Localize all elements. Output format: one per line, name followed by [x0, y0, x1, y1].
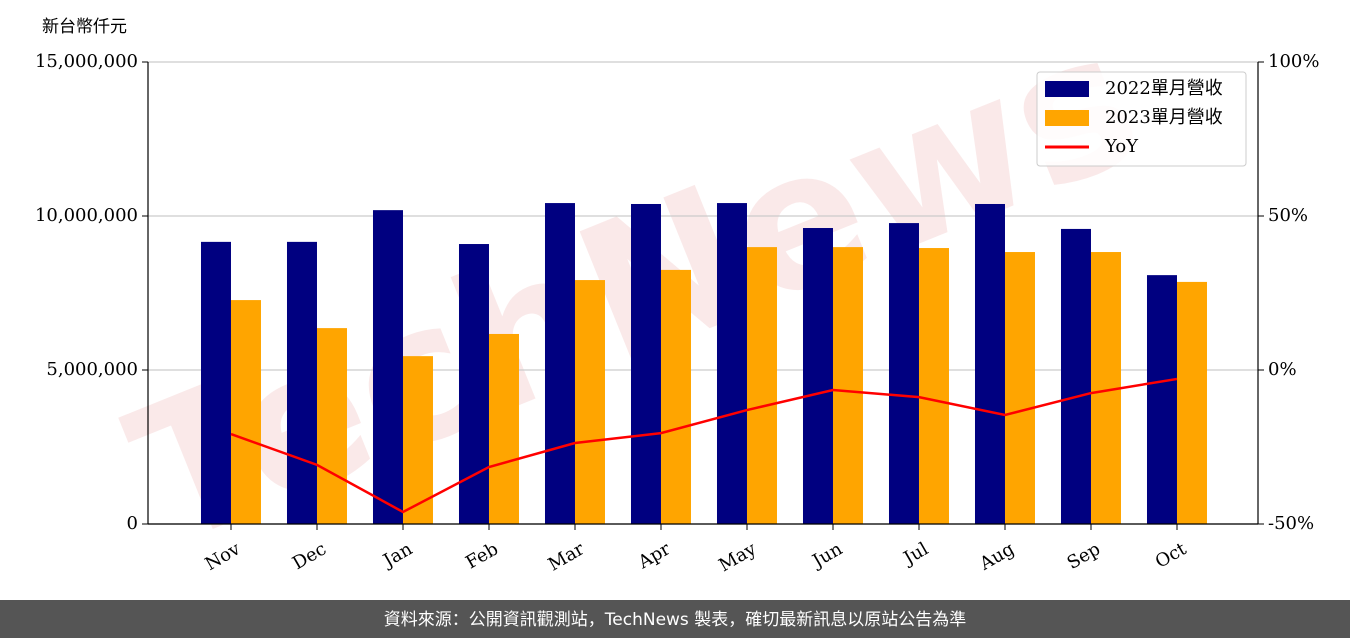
bar: [1146, 275, 1177, 524]
y-axis-label: 新台幣仟元: [42, 17, 127, 37]
footer: 資料來源：公開資訊觀測站，TechNews 製表，確切最新訊息以原站公告為準: [384, 610, 966, 630]
bar: [888, 223, 919, 525]
bar: [316, 328, 347, 524]
bar: [1176, 281, 1207, 524]
bar: [1060, 228, 1091, 524]
bar: [200, 241, 231, 524]
bar: [1004, 252, 1035, 524]
bar: [402, 356, 433, 524]
bar: [716, 203, 747, 524]
bar: [918, 248, 949, 525]
legend-swatch: [1045, 81, 1089, 97]
legend-label: 2023單月營收: [1105, 107, 1223, 128]
bar: [458, 244, 489, 524]
footer-bar: [0, 600, 1350, 638]
bar: [230, 300, 261, 524]
y-tick-label: 5,000,000: [46, 359, 138, 380]
y2-tick-label: 100%: [1268, 51, 1319, 72]
bar: [286, 241, 317, 524]
bar: [574, 280, 605, 524]
bar: [630, 203, 661, 524]
y2-tick-label: 50%: [1268, 205, 1308, 226]
bar: [974, 203, 1005, 524]
y2-tick-label: -50%: [1268, 513, 1314, 534]
legend-box: [1036, 71, 1247, 167]
y-tick-label: 10,000,000: [35, 205, 138, 226]
bar: [372, 210, 403, 524]
legend-label: 2022單月營收: [1105, 78, 1223, 99]
bar: [660, 269, 691, 524]
legend-label: YoY: [1104, 136, 1139, 157]
bar: [746, 247, 777, 524]
y-tick-label: 15,000,000: [35, 51, 138, 72]
y-tick-label: 0: [127, 513, 138, 534]
legend-swatch: [1045, 110, 1089, 126]
bar: [544, 203, 575, 524]
y2-tick-label: 0%: [1268, 359, 1297, 380]
bar: [488, 333, 519, 524]
bar: [832, 247, 863, 524]
line: [230, 377, 1178, 514]
bar: [802, 228, 833, 524]
